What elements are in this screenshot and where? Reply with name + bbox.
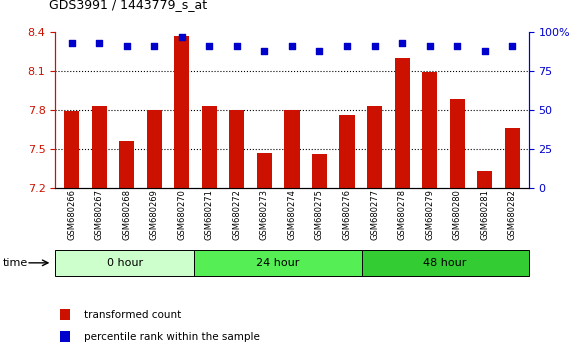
Bar (229, 110, 245, 188)
Point (95, 40, 104, 46)
Bar (55, 250, 195, 276)
Bar (422, 72, 437, 188)
Bar (394, 58, 410, 188)
Bar (147, 110, 162, 188)
Point (453, 43, 462, 49)
Text: GDS3991 / 1443779_s_at: GDS3991 / 1443779_s_at (49, 0, 207, 11)
Point (287, 43, 296, 49)
Point (260, 48, 269, 53)
Text: time: time (3, 258, 28, 268)
Point (315, 48, 324, 53)
Text: 48 hour: 48 hour (424, 258, 467, 268)
Point (205, 43, 214, 49)
Bar (202, 106, 217, 188)
Point (480, 48, 489, 53)
Text: transformed count: transformed count (84, 310, 181, 320)
Bar (174, 36, 189, 188)
Point (370, 43, 379, 49)
Bar (450, 99, 465, 188)
Point (397, 40, 407, 46)
Bar (339, 115, 354, 188)
Bar (60, 309, 70, 320)
Point (67, 40, 76, 46)
Point (425, 43, 434, 49)
Bar (361, 250, 529, 276)
Text: 24 hour: 24 hour (256, 258, 300, 268)
Bar (64, 111, 79, 188)
Point (122, 43, 131, 49)
Bar (195, 250, 361, 276)
Bar (60, 331, 70, 342)
Point (342, 43, 352, 49)
Bar (284, 110, 300, 188)
Point (150, 43, 159, 49)
Text: 0 hour: 0 hour (107, 258, 143, 268)
Point (177, 34, 187, 39)
Bar (312, 154, 327, 188)
Point (232, 43, 242, 49)
Bar (505, 128, 520, 188)
Point (508, 43, 517, 49)
Bar (119, 141, 134, 188)
Bar (257, 153, 272, 188)
Bar (92, 106, 107, 188)
Bar (477, 171, 492, 188)
Bar (367, 106, 382, 188)
Text: percentile rank within the sample: percentile rank within the sample (84, 332, 260, 342)
